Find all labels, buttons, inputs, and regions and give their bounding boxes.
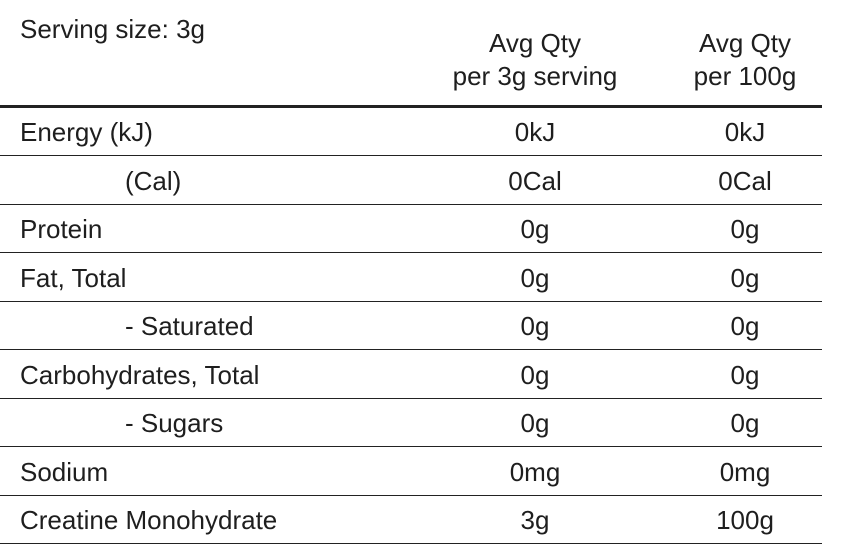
table-row: Energy (kJ) 0kJ 0kJ — [0, 108, 822, 156]
nutrient-value: 0g — [730, 359, 760, 390]
nutrient-value: 0g — [730, 408, 760, 438]
header-line: per 3g serving — [452, 61, 618, 91]
header-line: Avg Qty — [698, 28, 791, 58]
table-row: (Cal) 0Cal 0Cal — [0, 157, 822, 205]
nutrient-name: Fat, Total — [20, 262, 127, 293]
serving-size: Serving size: 3g — [20, 14, 205, 44]
nutrient-name: Creatine Monohydrate — [20, 505, 278, 535]
table-row: Creatine Monohydrate 3g 100g — [0, 496, 822, 544]
nutrient-value: 0g — [520, 311, 550, 341]
nutrient-value: 0Cal — [508, 165, 562, 196]
nutrient-name: - Saturated — [125, 311, 254, 341]
nutrient-value: 0g — [730, 311, 760, 341]
nutrient-value: 0kJ — [724, 117, 766, 147]
nutrient-name: Energy (kJ) — [20, 117, 153, 147]
table-row: - Saturated 0g 0g — [0, 302, 822, 350]
nutrient-value: 0g — [520, 408, 550, 438]
nutrient-value: 3g — [520, 505, 550, 535]
nutrient-name: Sodium — [20, 456, 109, 487]
nutrient-value: 0g — [730, 262, 760, 293]
nutrient-value: 0g — [520, 262, 550, 293]
nutrient-value: 0Cal — [718, 165, 772, 196]
header-line: Avg Qty — [488, 28, 581, 58]
nutrient-name: - Sugars — [125, 408, 224, 438]
header-rule — [0, 105, 822, 108]
nutrient-value: 0g — [520, 359, 550, 390]
nutrient-value: 100g — [716, 505, 774, 535]
table-row: Sodium 0mg 0mg — [0, 448, 822, 496]
nutrient-name: Protein — [20, 214, 103, 244]
nutrient-value: 0g — [730, 214, 760, 244]
column-header: Avg Qty per 100g — [635, 27, 841, 93]
column-header: Avg Qty per 3g serving — [425, 27, 645, 93]
table-row: Protein 0g 0g — [0, 205, 822, 253]
table-row: - Sugars 0g 0g — [0, 399, 822, 447]
table-row: Carbohydrates, Total 0g 0g — [0, 351, 822, 399]
nutrient-value: 0mg — [509, 456, 561, 487]
nutrient-name: (Cal) — [125, 165, 182, 196]
nutrient-value: 0mg — [719, 456, 771, 487]
table-row: Fat, Total 0g 0g — [0, 254, 822, 302]
nutrient-value: 0g — [520, 214, 550, 244]
nutrient-value: 0kJ — [514, 117, 556, 147]
header-line: per 100g — [693, 61, 797, 91]
nutrient-name: Carbohydrates, Total — [20, 359, 260, 390]
